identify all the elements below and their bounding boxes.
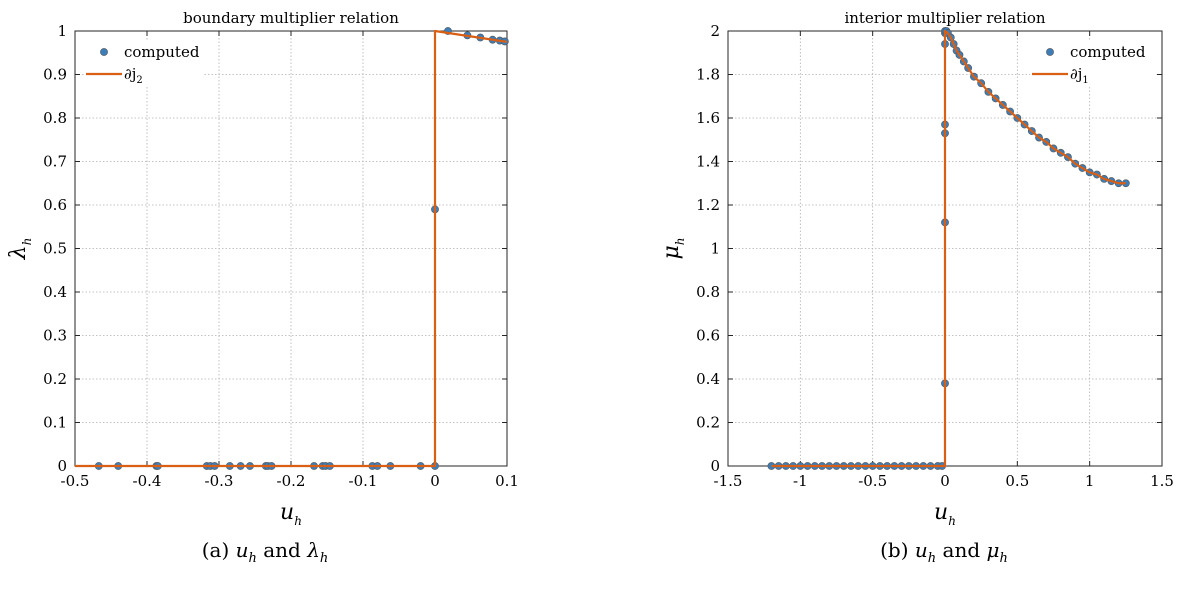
- x-axis-label-main: u: [280, 500, 294, 525]
- caption-var1: u: [915, 538, 928, 562]
- caption-prefix: (b): [880, 538, 915, 562]
- y-tick-label: 0.3: [43, 327, 67, 345]
- y-tick-label: 0.6: [43, 196, 67, 214]
- y-tick-label: 0.8: [696, 283, 720, 301]
- y-axis-label: μh: [659, 237, 687, 259]
- caption-var1: u: [236, 538, 249, 562]
- y-axis-label-main: λ: [6, 245, 31, 260]
- legend-marker-computed: [100, 48, 108, 56]
- y-tick-label: 0.7: [43, 153, 67, 171]
- x-axis-label: uh: [280, 500, 302, 528]
- figure-caption: (a) uh and λh: [202, 538, 329, 566]
- x-tick-label: -0.1: [349, 472, 378, 490]
- y-tick-label: 0.4: [696, 370, 720, 388]
- legend-label-computed: computed: [1070, 43, 1146, 61]
- y-axis-label: λh: [6, 238, 34, 261]
- legend-label-subgradient: ∂j1: [1070, 65, 1089, 86]
- x-tick-label: 0.1: [495, 472, 519, 490]
- caption-and: and: [936, 538, 986, 562]
- y-tick-label: 0.2: [696, 414, 720, 432]
- y-tick-label: 0.6: [696, 327, 720, 345]
- y-tick-label: 0.1: [43, 414, 67, 432]
- x-tick-label: 0: [940, 472, 950, 490]
- legend-label-subgradient-main: ∂j: [1070, 65, 1082, 83]
- x-tick-label: -0.4: [133, 472, 162, 490]
- legend-box: [84, 40, 204, 86]
- figure-caption: (b) uh and μh: [880, 538, 1008, 566]
- y-tick-label: 0.8: [43, 109, 67, 127]
- x-tick-label: -0.5: [858, 472, 887, 490]
- y-tick-label: 0.2: [43, 370, 67, 388]
- subgradient-line: [75, 29, 508, 468]
- x-tick-label: -1: [793, 472, 808, 490]
- x-tick-label: -0.3: [205, 472, 234, 490]
- x-axis-label-main: u: [934, 500, 948, 525]
- plot-contents: [75, 27, 509, 470]
- legend-label-subgradient-sub: 2: [136, 75, 142, 86]
- y-tick-label: 0.5: [43, 240, 67, 258]
- caption-var1-sub: h: [928, 551, 936, 566]
- legend-label-computed: computed: [124, 43, 200, 61]
- x-tick-label: 1.5: [1150, 472, 1174, 490]
- x-tick-label: 1: [1085, 472, 1095, 490]
- y-tick-label: 0.9: [43, 66, 67, 84]
- legend-label-subgradient: ∂j2: [124, 65, 143, 86]
- x-tick-label: -0.2: [277, 472, 306, 490]
- x-tick-label: 0: [430, 472, 440, 490]
- legend-marker-computed: [1046, 48, 1054, 56]
- y-tick-label: 1.2: [696, 196, 720, 214]
- y-axis-label-sub: h: [673, 237, 687, 245]
- caption-and: and: [257, 538, 307, 562]
- x-axis-label-sub: h: [948, 514, 956, 528]
- captions: (a) uh and λh (b) uh and μh: [202, 538, 1008, 566]
- y-tick-label: 1.6: [696, 109, 720, 127]
- caption-var2: μ: [986, 538, 999, 562]
- chart-title: interior multiplier relation: [844, 9, 1045, 27]
- x-tick-label: 0.5: [1005, 472, 1029, 490]
- legend-label-subgradient-sub: 1: [1082, 75, 1088, 86]
- y-tick-label: 1: [57, 22, 67, 40]
- legend-label-subgradient-main: ∂j: [124, 65, 136, 83]
- x-axis-label-sub: h: [294, 514, 302, 528]
- legend-box: [1030, 40, 1156, 86]
- y-tick-label: 2: [710, 22, 720, 40]
- x-tick-label: -0.5: [61, 472, 90, 490]
- chart-title: boundary multiplier relation: [183, 9, 399, 27]
- subgradient-line: [771, 29, 1126, 468]
- caption-var2-sub: h: [320, 551, 328, 566]
- x-axis-label: uh: [934, 500, 956, 528]
- caption-prefix: (a): [202, 538, 236, 562]
- caption-var2: λ: [306, 538, 320, 562]
- caption-var1-sub: h: [249, 551, 257, 566]
- y-axis-label-main: μ: [659, 245, 684, 259]
- y-tick-label: 1: [710, 240, 720, 258]
- caption-var2-sub: h: [999, 551, 1007, 566]
- y-tick-label: 0.4: [43, 283, 67, 301]
- x-tick-label: -1.5: [714, 472, 743, 490]
- y-axis-label-sub: h: [20, 238, 34, 246]
- chart-boundary-multiplier: -0.5 -0.4 -0.3 -0.2 -0.1 0 0.1 0 0.1 0.2 0.3 0.4 0.5…: [6, 9, 519, 528]
- chart-interior-multiplier: -1.5 -1 -0.5 0 0.5 1 1.5 0 0.2 0.4 0.6 0.8 1 1.2 1.4 1.…: [659, 9, 1174, 528]
- y-tick-label: 0: [57, 457, 67, 475]
- y-tick-label: 1.8: [696, 66, 720, 84]
- y-tick-label: 1.4: [696, 153, 720, 171]
- plot-contents: [767, 27, 1130, 470]
- y-tick-label: 0: [710, 457, 720, 475]
